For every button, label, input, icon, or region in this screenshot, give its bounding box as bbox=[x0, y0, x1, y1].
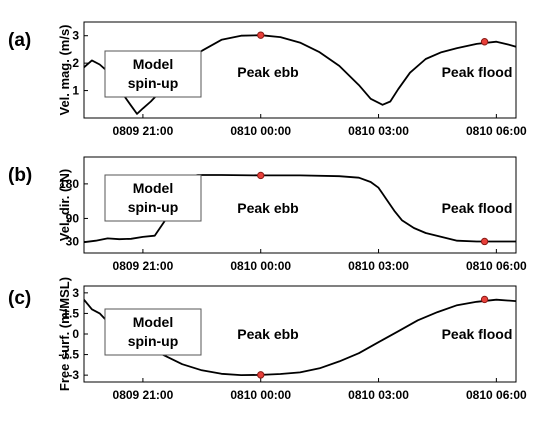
panel-a-ytick-label: 3 bbox=[72, 29, 79, 43]
panel-c: (c) Free surf. (m/MSL)-3 -1.5 0 1.5 3 0809 21:… bbox=[8, 277, 527, 402]
panel-c-spin-up-text: spin-up bbox=[128, 333, 179, 349]
panel-b-peak-ebb-marker bbox=[257, 171, 265, 180]
panel-c-spin-up-text: Model bbox=[133, 314, 173, 330]
panel-a-series-line bbox=[83, 34, 517, 115]
panel-a-peak-ebb-label: Peak ebb bbox=[237, 64, 298, 80]
panel-a-spin-up-box bbox=[104, 50, 202, 98]
panel-c-xtick-label: 0810 00:00 bbox=[230, 388, 291, 402]
panel-a-xtick-label: 0809 21:00 bbox=[113, 124, 174, 138]
panel-b-xtick-label: 0809 21:00 bbox=[113, 259, 174, 273]
panel-b-axes-frame bbox=[83, 156, 517, 254]
panel-a-ylabel: Vel. mag. (m/s) bbox=[57, 24, 72, 115]
panel-a-peak-ebb-marker bbox=[257, 31, 265, 39]
panel-a-spin-up-text: Model bbox=[133, 56, 173, 72]
panel-c-ytick-label: 1.5 bbox=[62, 306, 79, 320]
panel-b-ytick-label: 30 bbox=[66, 234, 80, 248]
panel-b-xtick-label: 0810 06:00 bbox=[466, 259, 527, 273]
panel-c-ytick-label: -1.5 bbox=[58, 348, 79, 362]
panel-c-ytick-label: 0 bbox=[72, 327, 79, 341]
panel-a-ytick-label: 1 bbox=[72, 84, 79, 98]
panel-b-label: (b) bbox=[8, 165, 32, 186]
panel-b-peak-flood-marker bbox=[480, 237, 489, 246]
panel-a-peak-flood-label: Peak flood bbox=[442, 64, 513, 80]
panel-b-xtick-label: 0810 03:00 bbox=[348, 259, 409, 273]
panel-b-spin-up-box bbox=[104, 174, 202, 222]
panel-c-xtick-label: 0809 21:00 bbox=[113, 388, 174, 402]
panel-c-spin-up-box bbox=[104, 308, 202, 356]
panel-a-ytick-label: 2 bbox=[72, 56, 79, 70]
panel-b-spin-up-text: spin-up bbox=[128, 199, 179, 215]
panel-a-peak-flood-marker bbox=[480, 38, 489, 46]
panel-c-axes-frame bbox=[83, 285, 517, 383]
panel-a-spin-up-text: spin-up bbox=[128, 75, 179, 91]
panel-b-ylabel: Vel. dir. (°N) bbox=[57, 169, 72, 241]
panel-c-peak-flood-marker bbox=[480, 295, 489, 304]
panel-c-xtick-label: 0810 03:00 bbox=[348, 388, 409, 402]
panel-b: (b) Vel. dir. (°N)30 90 180 0809 21:00 0810 0… bbox=[8, 156, 527, 273]
panel-a: (a) Vel. mag. (m/s) 1 2 3 0809 21:00 0810 00:0… bbox=[8, 21, 527, 138]
panel-c-peak-flood-label: Peak flood bbox=[442, 326, 513, 342]
panel-b-peak-flood-label: Peak flood bbox=[442, 200, 513, 216]
panel-b-xtick-label: 0810 00:00 bbox=[230, 259, 291, 273]
panel-b-ytick-label: 180 bbox=[59, 177, 79, 191]
panel-c-xtick-label: 0810 06:00 bbox=[466, 388, 527, 402]
panel-a-xtick-label: 0810 06:00 bbox=[466, 124, 527, 138]
panel-c-label: (c) bbox=[8, 288, 31, 309]
panel-b-peak-ebb-label: Peak ebb bbox=[237, 200, 298, 216]
panel-a-label: (a) bbox=[8, 30, 31, 51]
panel-a-xtick-label: 0810 00:00 bbox=[230, 124, 291, 138]
panel-a-xtick-label: 0810 03:00 bbox=[348, 124, 409, 138]
panel-b-ytick-label: 90 bbox=[66, 211, 80, 225]
panel-b-series-line bbox=[83, 174, 516, 244]
panel-b-spin-up-text: Model bbox=[133, 180, 173, 196]
panel-c-peak-ebb-label: Peak ebb bbox=[237, 326, 298, 342]
panel-c-peak-ebb-marker bbox=[257, 371, 265, 379]
panel-c-ytick-label: 3 bbox=[72, 286, 79, 300]
panel-a-axes-frame bbox=[83, 21, 517, 119]
panel-c-ylabel: Free surf. (m/MSL) bbox=[57, 277, 72, 391]
panel-c-ytick-label: -3 bbox=[68, 368, 79, 382]
